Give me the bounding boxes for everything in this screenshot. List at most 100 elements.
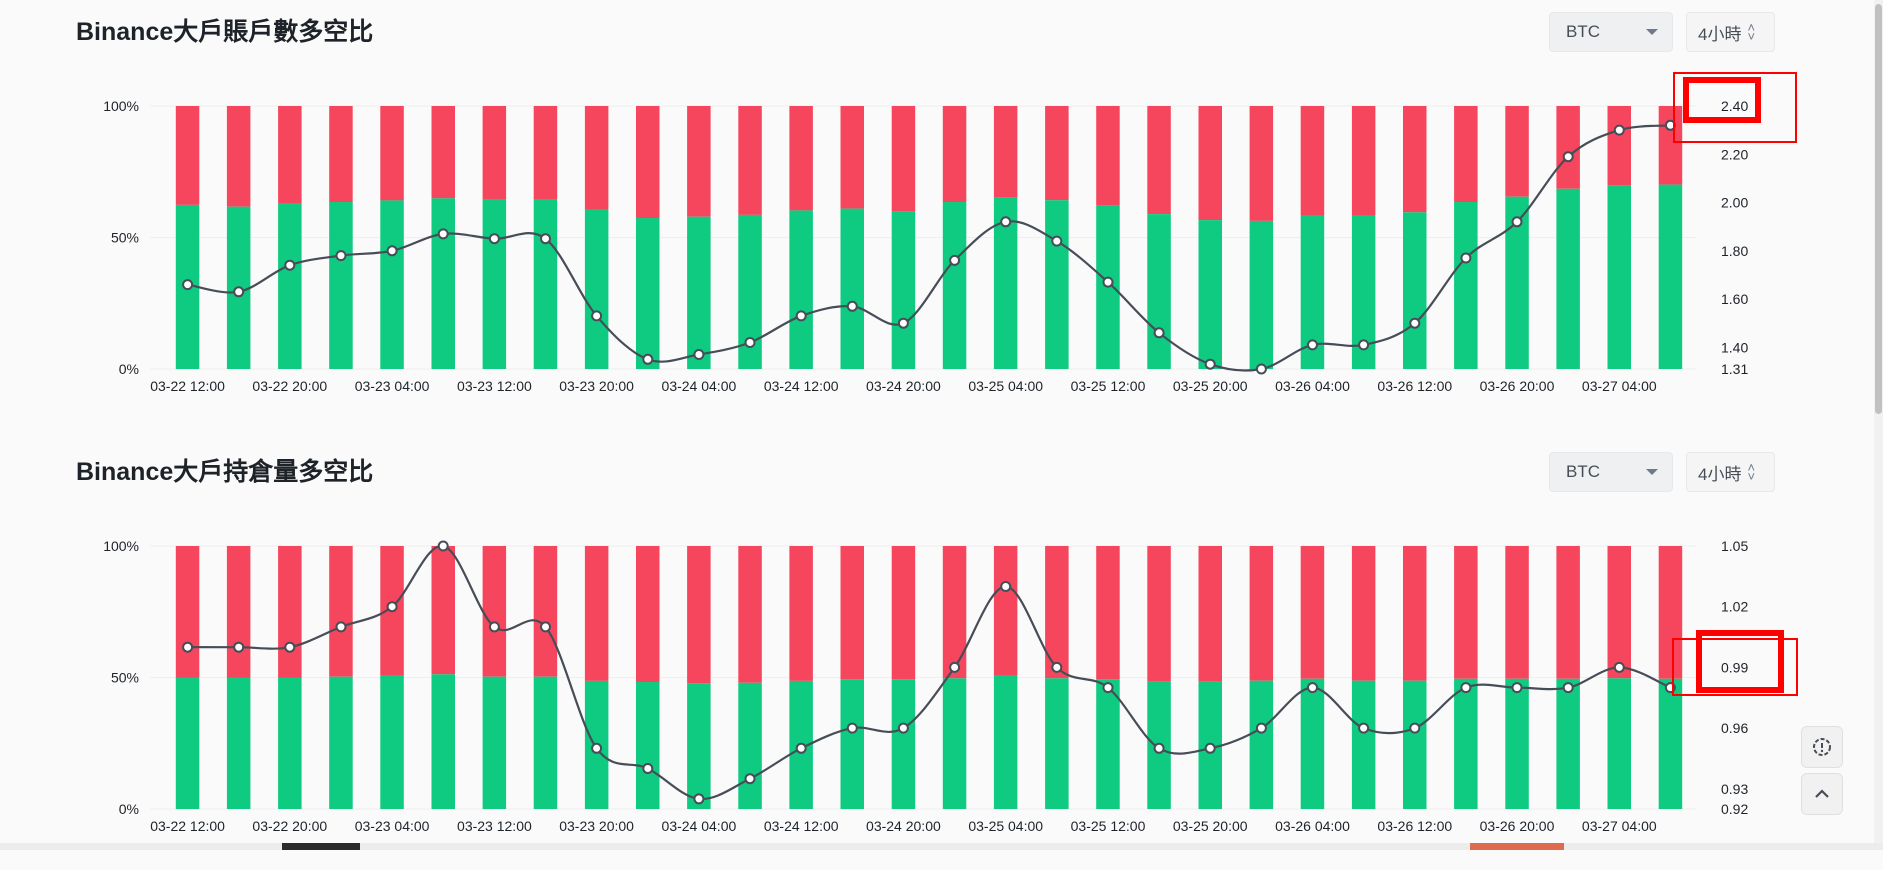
- ratio-point: [795, 310, 807, 322]
- bar-long: [1249, 220, 1274, 369]
- bar-long: [1351, 215, 1376, 369]
- ratio-point: [1562, 682, 1574, 694]
- bar-short: [1403, 546, 1427, 681]
- ratio-point: [591, 742, 603, 754]
- y-axis-right-tick-label: 1.40: [1721, 339, 1748, 355]
- ratio-point: [488, 621, 500, 633]
- x-axis-tick-label: 03-22 20:00: [252, 818, 327, 834]
- y-axis-left-tick-label: 50%: [111, 670, 139, 686]
- bar-long: [226, 677, 251, 809]
- ratio-point: [1664, 119, 1676, 131]
- feedback-button[interactable]: [1801, 726, 1843, 768]
- period-select[interactable]: 4小時 ˄ ˅: [1686, 12, 1775, 52]
- x-axis-tick-label: 03-22 12:00: [150, 818, 225, 834]
- ratio-point: [1409, 722, 1421, 734]
- y-axis-right-tick-label: 1.31: [1721, 361, 1748, 377]
- bar-short: [431, 546, 455, 675]
- bar-short: [789, 546, 813, 681]
- bar-short: [1198, 546, 1222, 682]
- y-axis-right-tick-label: 0.93: [1721, 781, 1748, 797]
- bar-long: [584, 209, 609, 369]
- bar-short: [533, 106, 558, 200]
- x-axis-tick-label: 03-24 04:00: [662, 818, 737, 834]
- bar-short: [1607, 106, 1631, 186]
- ratio-point: [1460, 252, 1472, 264]
- bar-short: [1147, 546, 1171, 682]
- ratio-point: [795, 742, 807, 754]
- y-axis-left-tick-label: 100%: [103, 538, 139, 554]
- bar-long: [1045, 678, 1069, 809]
- ratio-point: [1255, 363, 1267, 375]
- bar-long: [1045, 200, 1069, 369]
- symbol-select[interactable]: BTC: [1549, 12, 1673, 52]
- bar-short: [942, 546, 967, 679]
- ratio-line: [187, 544, 1671, 801]
- ratio-point: [1562, 151, 1574, 163]
- bar-long: [1351, 680, 1376, 809]
- ratio-point: [1102, 682, 1114, 694]
- y-axis-left-tick-label: 0%: [119, 801, 139, 817]
- x-axis-tick-label: 03-23 20:00: [559, 818, 634, 834]
- taskbar-item: [282, 843, 360, 850]
- x-axis-tick-label: 03-23 20:00: [559, 378, 634, 394]
- ratio-point: [233, 286, 245, 298]
- bar-short: [329, 106, 353, 202]
- ratio-point: [284, 641, 296, 653]
- bar-short: [840, 106, 864, 209]
- page-scrollbar[interactable]: [1874, 0, 1883, 850]
- bar-long: [789, 210, 813, 369]
- ratio-point: [1613, 661, 1625, 673]
- y-axis-left-tick-label: 0%: [119, 361, 139, 377]
- ratio-point: [488, 233, 500, 245]
- bar-short: [1249, 546, 1274, 681]
- bar-long: [1658, 678, 1683, 809]
- bar-short: [1505, 546, 1529, 679]
- scrollbar-thumb[interactable]: [1875, 4, 1882, 414]
- bar-long: [1147, 214, 1171, 369]
- bar-long: [431, 674, 455, 809]
- bar-short: [993, 106, 1018, 198]
- bar-short: [1658, 546, 1683, 679]
- ratio-point: [1204, 742, 1216, 754]
- chart-panel-position-ratio: Binance大戶持倉量多空比 BTC 4小時 ˄ ˅ 100% 50% 0% 03-2…: [0, 440, 1883, 870]
- ratio-point: [1307, 339, 1318, 351]
- bar-short: [278, 106, 302, 203]
- y-axis-right-tick-label: 0.96: [1721, 720, 1748, 736]
- bar-short: [329, 546, 353, 677]
- bar-long: [738, 214, 762, 369]
- ratio-point: [182, 279, 194, 291]
- ratio-point: [1460, 682, 1472, 694]
- ratio-point: [233, 641, 245, 653]
- bar-short: [1300, 546, 1325, 679]
- bar-short: [1300, 106, 1325, 216]
- x-axis-tick-label: 03-25 20:00: [1173, 378, 1248, 394]
- bar-long: [1607, 678, 1631, 809]
- bar-short: [687, 546, 711, 684]
- ratio-line: [187, 124, 1671, 372]
- ratio-point: [693, 349, 705, 360]
- bar-long: [380, 675, 404, 809]
- ratio-point: [284, 259, 296, 271]
- bar-short: [1607, 546, 1631, 679]
- period-select[interactable]: 4小時 ˄ ˅: [1686, 452, 1775, 492]
- ratio-point: [1307, 682, 1318, 694]
- bar-long: [1403, 212, 1427, 369]
- scroll-to-top-button[interactable]: [1801, 773, 1843, 815]
- ratio-point: [386, 245, 398, 257]
- bar-long: [942, 678, 967, 809]
- bar-long: [482, 199, 507, 369]
- x-axis-tick-label: 03-22 20:00: [252, 378, 327, 394]
- symbol-select[interactable]: BTC: [1549, 452, 1673, 492]
- bar-long: [533, 199, 558, 369]
- bar-long: [738, 682, 762, 809]
- y-axis-right-tick-label: 1.05: [1721, 538, 1748, 554]
- symbol-select-value: BTC: [1566, 22, 1600, 41]
- bar-short: [1556, 546, 1580, 679]
- bar-long: [840, 679, 864, 809]
- y-axis-right-tick-label: 1.02: [1721, 599, 1748, 615]
- bar-short: [584, 106, 609, 210]
- x-axis-tick-label: 03-25 04:00: [968, 818, 1043, 834]
- bar-long: [891, 679, 916, 809]
- x-axis-tick-label: 03-26 20:00: [1480, 818, 1555, 834]
- bar-short: [840, 546, 864, 680]
